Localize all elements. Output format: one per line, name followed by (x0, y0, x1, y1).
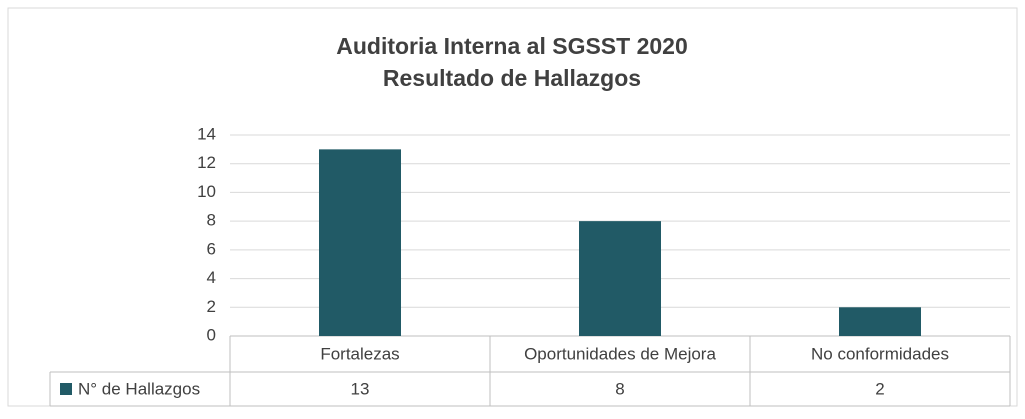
bar (319, 149, 401, 336)
y-tick-label: 4 (207, 268, 216, 287)
table-value: 2 (875, 379, 884, 398)
y-tick-label: 14 (197, 124, 216, 143)
y-tick-label: 12 (197, 153, 216, 172)
chart-title: Resultado de Hallazgos (383, 65, 641, 91)
y-tick-label: 10 (197, 182, 216, 201)
bar (839, 307, 921, 336)
chart-border (7, 7, 1018, 407)
x-tick-label: Oportunidades de Mejora (524, 344, 716, 363)
x-tick-label: Fortalezas (320, 344, 399, 363)
x-tick-label: No conformidades (811, 344, 949, 363)
y-tick-label: 8 (207, 211, 216, 230)
legend-label: N° de Hallazgos (78, 379, 200, 398)
y-tick-label: 2 (207, 297, 216, 316)
y-tick-label: 0 (207, 325, 216, 344)
y-tick-label: 6 (207, 239, 216, 258)
bar (579, 221, 661, 336)
chart-title: Auditoria Interna al SGSST 2020 (336, 33, 688, 59)
table-value: 8 (615, 379, 624, 398)
table-value: 13 (351, 379, 370, 398)
legend-swatch (60, 383, 72, 395)
